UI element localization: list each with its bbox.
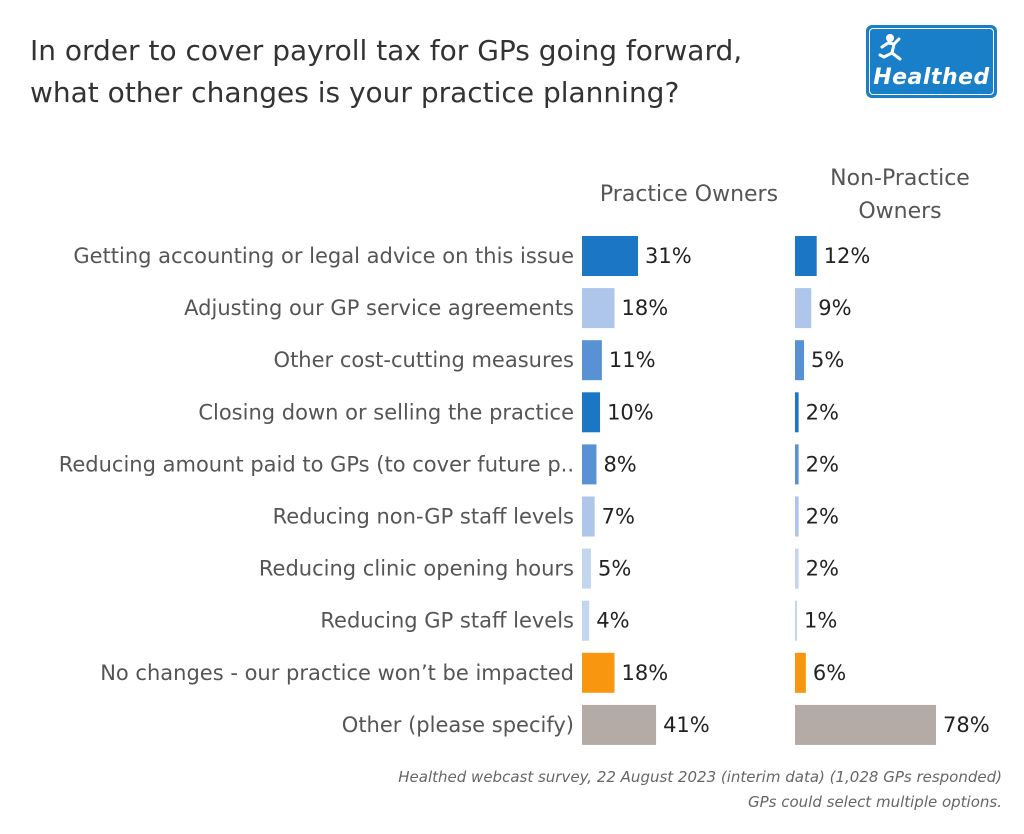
data-label: 2% — [806, 452, 839, 476]
bar-practice-owners — [582, 704, 657, 745]
category-label: Reducing GP staff levels — [320, 609, 574, 633]
bar-non-practice-owners — [795, 392, 799, 433]
data-label: 18% — [622, 661, 669, 685]
bar-non-practice-owners — [795, 496, 799, 537]
bar-practice-owners — [582, 444, 597, 485]
data-label: 6% — [813, 661, 846, 685]
bar-non-practice-owners — [795, 236, 817, 276]
category-label: Reducing non-GP staff levels — [273, 505, 574, 529]
logo-border — [869, 28, 994, 95]
bar-practice-owners — [582, 340, 602, 381]
category-label: Reducing clinic opening hours — [259, 557, 574, 581]
category-label: Reducing amount paid to GPs (to cover fu… — [59, 452, 574, 476]
data-label: 41% — [663, 713, 710, 737]
data-label: 5% — [811, 348, 844, 372]
bar-practice-owners — [582, 392, 601, 433]
data-label: 18% — [622, 296, 669, 320]
column-header-line-2: Owners — [858, 199, 942, 224]
chart-title-line-2: what other changes is your practice plan… — [30, 76, 680, 109]
category-label: Closing down or selling the practice — [198, 400, 574, 424]
data-label: 2% — [806, 557, 839, 581]
data-label: 2% — [806, 505, 839, 529]
data-label: 12% — [824, 244, 871, 268]
bar-non-practice-owners — [795, 652, 806, 693]
bar-practice-owners — [582, 236, 638, 276]
bar-non-practice-owners — [795, 340, 805, 381]
running-figure-icon — [878, 34, 902, 61]
category-label: Other cost-cutting measures — [274, 348, 574, 372]
bar-non-practice-owners — [795, 444, 799, 485]
bar-non-practice-owners — [795, 704, 936, 745]
data-label: 7% — [602, 505, 635, 529]
healthed-logo: Healthed — [866, 25, 997, 98]
category-label: Adjusting our GP service agreements — [184, 296, 574, 320]
data-label: 11% — [609, 348, 656, 372]
bar-non-practice-owners — [795, 600, 797, 641]
data-label: 1% — [804, 609, 837, 633]
category-label: No changes - our practice won’t be impac… — [100, 661, 574, 685]
bar-practice-owners — [582, 548, 592, 589]
bar-non-practice-owners — [795, 548, 799, 589]
category-label: Other (please specify) — [342, 713, 574, 737]
bar-non-practice-owners — [795, 288, 812, 329]
data-label: 4% — [596, 609, 629, 633]
chart-title-line-1: In order to cover payroll tax for GPs go… — [30, 34, 743, 67]
category-label: Getting accounting or legal advice on th… — [73, 244, 574, 268]
bar-practice-owners — [582, 496, 595, 537]
data-label: 9% — [818, 296, 851, 320]
chart-title: In order to cover payroll tax for GPs go… — [30, 30, 830, 114]
data-label: 2% — [806, 400, 839, 424]
data-label: 78% — [943, 713, 990, 737]
footnote-multiple-options: GPs could select multiple options. — [747, 793, 1002, 811]
footnote-source: Healthed webcast survey, 22 August 2023 … — [398, 768, 1002, 786]
bar-practice-owners — [582, 600, 590, 641]
column-header-practice-owners: Practice Owners — [599, 182, 779, 207]
column-header-line-1: Non-Practice — [830, 166, 970, 191]
data-label: 5% — [598, 557, 631, 581]
data-label: 31% — [645, 244, 692, 268]
bar-practice-owners — [582, 288, 615, 329]
data-label: 8% — [603, 452, 636, 476]
bar-practice-owners — [582, 652, 615, 693]
logo-text: Healthed — [873, 65, 990, 90]
data-label: 10% — [607, 400, 654, 424]
column-header-non-practice-owners: Non-Practice Owners — [795, 162, 1005, 228]
